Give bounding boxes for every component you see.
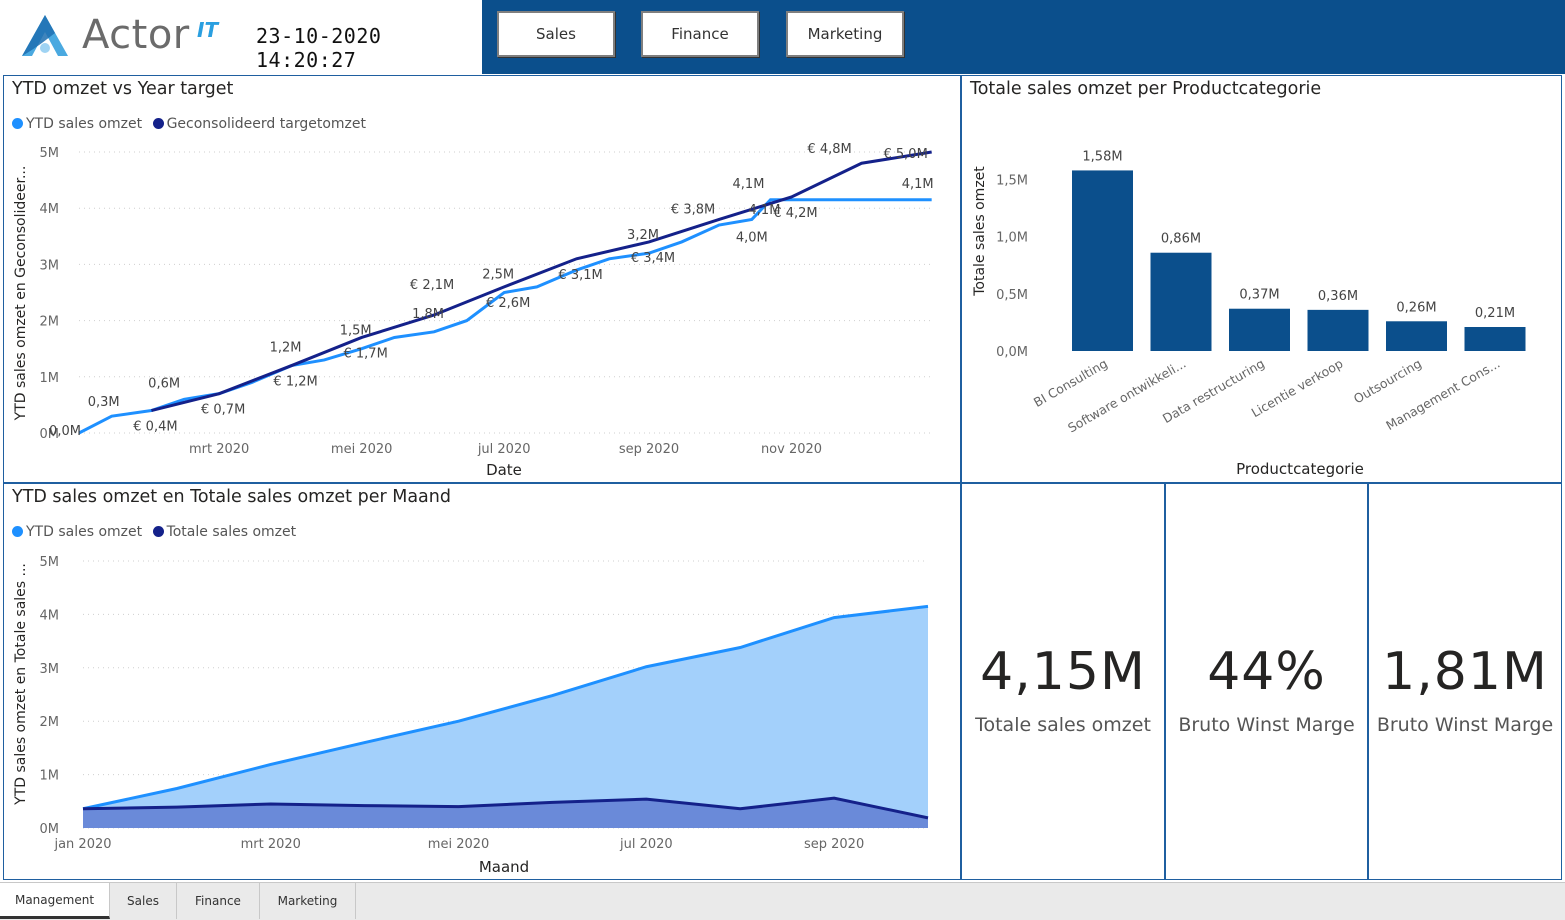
bar-data-label: 0,36M [1318,289,1358,304]
header-bar: Actor IT 23-10-2020 14:20:27 Sales Finan… [0,0,1565,74]
target-data-label: € 4,2M [773,206,817,221]
y-tick-label: 0M [40,822,60,837]
category-bar [1229,309,1290,351]
y-tick-label: 5M [40,146,60,161]
logo-superscript: IT [197,18,218,42]
ytd-area-fill [83,606,928,828]
target-data-label: € 1,2M [273,375,317,390]
x-tick-label: jan 2020 [53,837,111,852]
kpi-value: 1,81M [1369,642,1561,702]
target-data-label: € 4,8M [807,142,851,157]
ytd-data-label: 0,3M [88,395,120,410]
kpi-card-sales[interactable]: 4,15M Totale sales omzet [961,483,1165,880]
category-bar [1465,327,1526,351]
y-tick-label: 1,5M [996,174,1028,189]
logo-text: Actor [82,12,190,58]
nav-button-finance[interactable]: Finance [641,11,759,57]
tab-management[interactable]: Management [0,883,110,919]
tab-marketing[interactable]: Marketing [260,883,356,919]
y-tick-label: 5M [40,555,60,570]
category-bar [1151,253,1212,351]
y-axis-title: YTD sales omzet en Totale sales ... [13,563,29,806]
y-tick-label: 0,0M [996,345,1028,360]
x-tick-label: nov 2020 [761,442,822,457]
ytd-data-label: 1,5M [340,324,372,339]
x-tick-label: sep 2020 [804,837,864,852]
y-tick-label: 1,0M [996,231,1028,246]
kpi-label: Totale sales omzet [962,714,1164,736]
category-bar-chart: 0,0M 0,5M 1,0M 1,5M Totale sales omzet 1,58M B… [962,76,1561,482]
x-tick-label: jul 2020 [477,442,531,457]
target-data-label: € 1,7M [344,346,388,361]
bar-data-label: 0,86M [1161,232,1201,247]
bar-data-label: 0,37M [1239,288,1279,303]
ytd-data-label: 0,6M [148,376,180,391]
target-data-label: € 3,1M [558,268,602,283]
nav-button-sales[interactable]: Sales [497,11,615,57]
tab-sales[interactable]: Sales [110,883,177,919]
kpi-card-margin-pct[interactable]: 44% Bruto Winst Marge [1165,483,1368,880]
y-tick-label: 3M [40,258,60,273]
x-axis-title: Maand [479,858,529,876]
x-tick-label: BI Consulting [1031,356,1110,410]
ytd-data-label: 4,1M [902,177,934,192]
monthly-area-chart: 0M 1M 2M 3M 4M 5M jan 2020 mrt 2020 mei 2020 jul … [4,484,960,879]
ytd-data-label: 1,8M [412,307,444,322]
x-tick-label: sep 2020 [619,442,679,457]
ytd-data-label: 3,2M [627,228,659,243]
target-data-label: € 3,8M [671,202,715,217]
target-data-label: € 2,1M [410,278,454,293]
x-tick-label: jul 2020 [619,837,673,852]
y-tick-label: 1M [40,371,60,386]
kpi-value: 44% [1166,642,1367,702]
actorit-logo-icon [16,12,74,60]
monthly-panel[interactable]: YTD sales omzet en Totale sales omzet pe… [3,483,961,880]
ytd-data-label: 1,2M [270,341,302,356]
target-data-label: € 3,4M [631,251,675,266]
page-tabs: Management Sales Finance Marketing [0,882,1565,920]
y-tick-label: 1M [40,769,60,784]
ytd-data-label: 0,0M [49,424,81,439]
y-tick-label: 0,5M [996,288,1028,303]
y-tick-label: 2M [40,715,60,730]
target-data-label: € 2,6M [486,296,530,311]
kpi-card-margin-value[interactable]: 1,81M Bruto Winst Marge [1368,483,1562,880]
tab-finance[interactable]: Finance [177,883,260,919]
target-data-label: € 5,0M [884,147,928,162]
category-bar [1308,310,1369,351]
bar-data-label: 0,26M [1396,300,1436,315]
kpi-value: 4,15M [962,642,1164,702]
nav-button-marketing[interactable]: Marketing [786,11,904,57]
kpi-label: Bruto Winst Marge [1166,714,1367,736]
x-tick-label: Outsourcing [1351,356,1424,407]
x-tick-label: mei 2020 [331,442,393,457]
y-tick-label: 4M [40,608,60,623]
y-tick-label: 3M [40,662,60,677]
ytd-data-label: 4,0M [736,230,768,245]
logo-area: Actor IT 23-10-2020 14:20:27 [0,0,482,74]
x-axis-title: Productcategorie [1236,460,1364,478]
x-tick-label: mrt 2020 [241,837,301,852]
report-datetime: 23-10-2020 14:20:27 [256,24,482,72]
target-data-label: € 0,4M [133,420,177,435]
x-tick-label: mrt 2020 [189,442,249,457]
y-axis-title: YTD sales omzet en Geconsolideer... [13,166,29,422]
category-bar [1386,321,1447,351]
x-tick-label: mei 2020 [428,837,490,852]
ytd-vs-target-panel[interactable]: YTD omzet vs Year target YTD sales omzet… [3,75,961,483]
target-line [151,152,931,411]
category-bar [1072,170,1133,351]
x-axis-title: Date [486,461,522,479]
y-tick-label: 2M [40,315,60,330]
category-panel[interactable]: Totale sales omzet per Productcategorie … [961,75,1562,483]
y-axis-title: Totale sales omzet [972,166,988,297]
ytd-data-label: 4,1M [733,177,765,192]
bar-data-label: 1,58M [1082,149,1122,164]
y-tick-label: 4M [40,202,60,217]
bar-data-label: 0,21M [1475,306,1515,321]
target-data-label: € 0,7M [201,403,245,418]
kpi-label: Bruto Winst Marge [1369,714,1561,736]
ytd-target-line-chart: 0M 1M 2M 3M 4M 5M mrt 2020 mei 2020 jul 2020 sep … [4,76,960,482]
ytd-data-label: 2,5M [482,268,514,283]
